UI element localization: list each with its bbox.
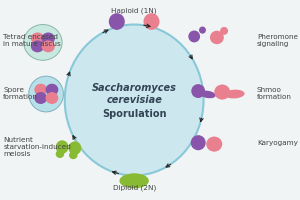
Ellipse shape bbox=[224, 90, 244, 98]
Ellipse shape bbox=[69, 151, 78, 159]
Ellipse shape bbox=[200, 91, 216, 98]
Ellipse shape bbox=[188, 30, 200, 42]
Text: Pheromone
signaling: Pheromone signaling bbox=[257, 34, 298, 47]
Ellipse shape bbox=[31, 32, 44, 44]
Ellipse shape bbox=[109, 13, 125, 30]
Text: Karyogamy: Karyogamy bbox=[257, 140, 298, 146]
Ellipse shape bbox=[143, 13, 160, 30]
Ellipse shape bbox=[31, 40, 44, 52]
Ellipse shape bbox=[34, 84, 47, 96]
Ellipse shape bbox=[206, 137, 222, 152]
Ellipse shape bbox=[41, 40, 55, 52]
Text: Spore
formation: Spore formation bbox=[3, 87, 38, 100]
Ellipse shape bbox=[191, 84, 205, 98]
Ellipse shape bbox=[220, 27, 228, 35]
Ellipse shape bbox=[29, 76, 63, 112]
Text: Diploid (2N): Diploid (2N) bbox=[112, 185, 156, 191]
Ellipse shape bbox=[199, 27, 206, 34]
Ellipse shape bbox=[34, 92, 47, 104]
Ellipse shape bbox=[56, 140, 68, 154]
Ellipse shape bbox=[56, 150, 64, 158]
Ellipse shape bbox=[210, 31, 224, 44]
Text: Shmoo
formation: Shmoo formation bbox=[257, 87, 292, 100]
Text: Nutrient
starvation-induced
meiosis: Nutrient starvation-induced meiosis bbox=[3, 137, 71, 157]
Text: Saccharomyces: Saccharomyces bbox=[92, 83, 177, 93]
Ellipse shape bbox=[24, 25, 62, 60]
Ellipse shape bbox=[68, 141, 81, 155]
Text: Haploid (1N): Haploid (1N) bbox=[111, 8, 157, 14]
Ellipse shape bbox=[65, 25, 203, 175]
Ellipse shape bbox=[46, 84, 58, 96]
Ellipse shape bbox=[214, 85, 230, 100]
Ellipse shape bbox=[119, 173, 149, 188]
Text: Sporulation: Sporulation bbox=[102, 109, 167, 119]
Text: cerevisiae: cerevisiae bbox=[106, 95, 162, 105]
Ellipse shape bbox=[46, 92, 58, 104]
Ellipse shape bbox=[41, 32, 55, 44]
Text: Tetrad encased
in mature ascus: Tetrad encased in mature ascus bbox=[3, 34, 61, 47]
Ellipse shape bbox=[191, 135, 206, 150]
